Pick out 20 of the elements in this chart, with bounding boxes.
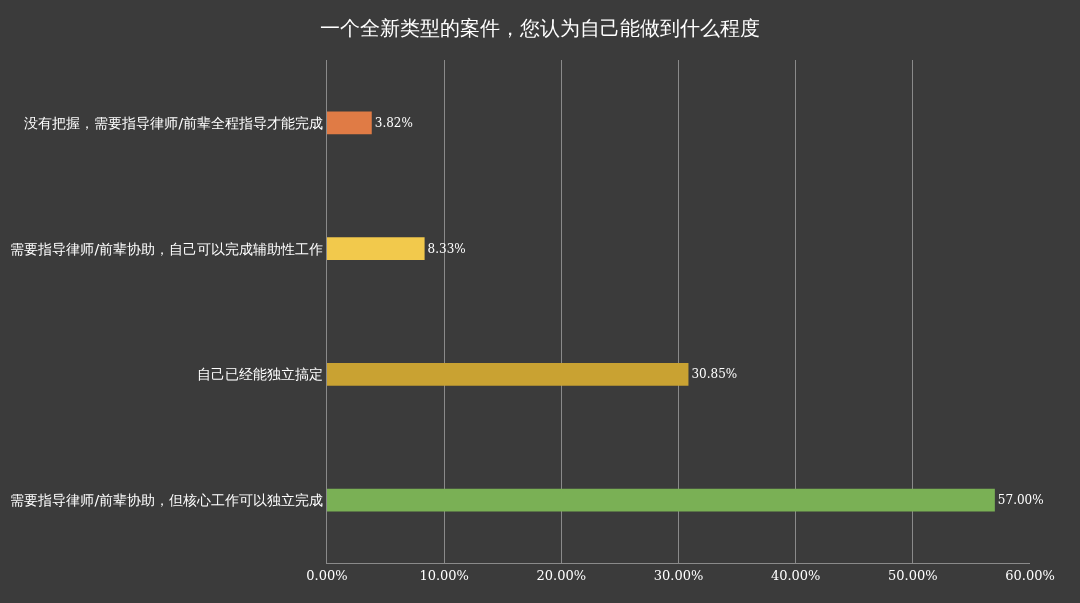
x-tick-label: 50.00%: [888, 567, 938, 583]
data-label: 3.82%: [374, 115, 413, 130]
x-tick-label: 0.00%: [306, 567, 348, 583]
x-tick-label: 30.00%: [653, 567, 704, 583]
x-tick-label: 40.00%: [770, 567, 821, 583]
y-tick-label: 自己已经能独立搞定: [197, 366, 324, 383]
bar: [327, 363, 689, 386]
bar: [327, 237, 425, 260]
x-tick-label: 10.00%: [419, 567, 469, 583]
data-label: 8.33%: [427, 241, 466, 256]
x-tick-label: 20.00%: [536, 567, 587, 583]
bar: [327, 488, 995, 512]
data-label: 57.00%: [997, 493, 1044, 508]
x-tick-label: 60.00%: [1005, 567, 1055, 583]
y-tick-label: 需要指导律师/前辈协助，自己可以完成辅助性工作: [10, 240, 324, 257]
y-tick-label: 没有把握，需要指导律师/前辈全程指导才能完成: [24, 114, 324, 131]
data-label: 30.85%: [691, 367, 738, 382]
bar: [327, 111, 372, 135]
chart-title: 一个全新类型的案件，您认为自己能做到什么程度: [320, 16, 760, 41]
y-tick-label: 需要指导律师/前辈协助，但核心工作可以独立完成: [10, 492, 324, 509]
